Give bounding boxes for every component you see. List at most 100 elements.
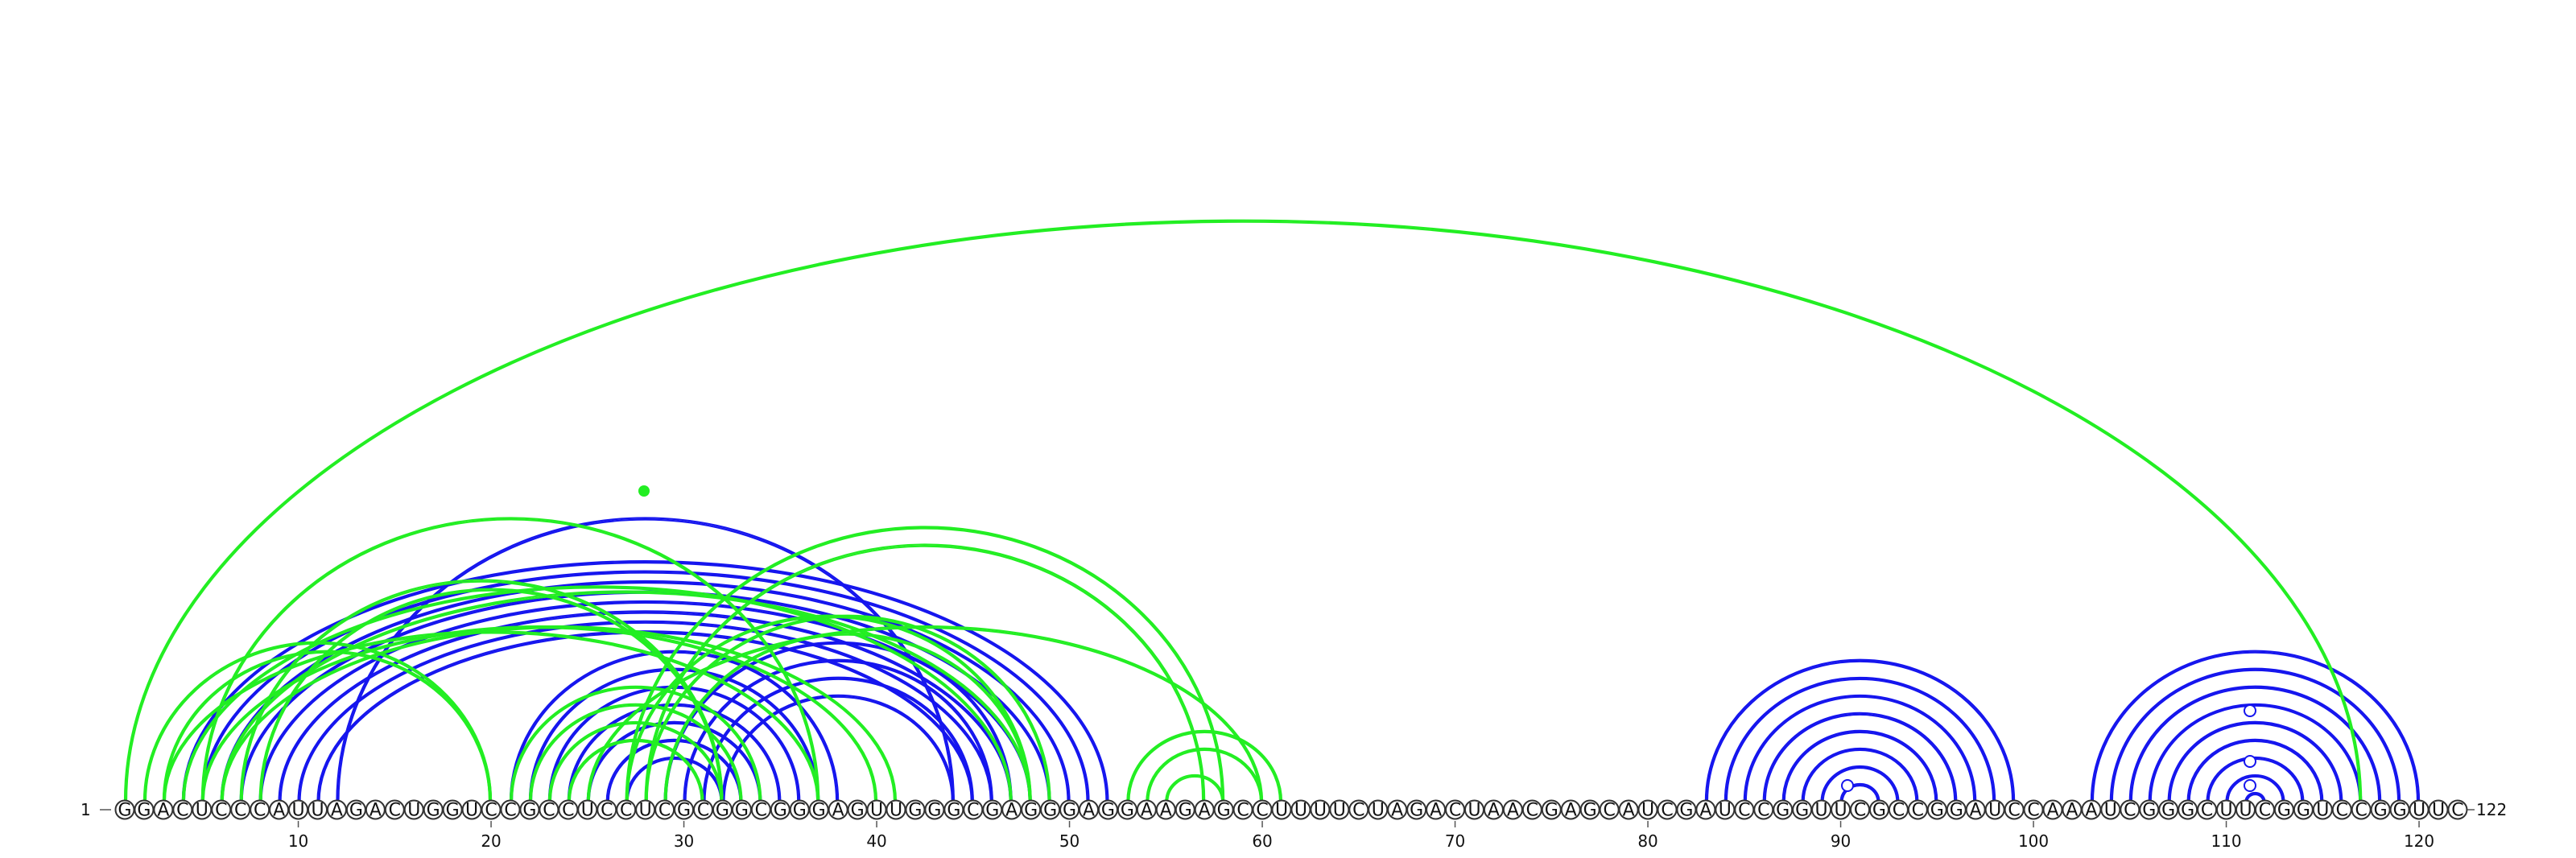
nucleotide-letter: G [2142,801,2156,821]
nucleotide: G [1213,799,1234,821]
nucleotide: C [654,799,675,821]
position-ticks: 10 20 30 40 50 60 70 80 90 100 110 120 [288,821,2434,851]
base-pair-arc-blue [1706,660,2014,802]
nucleotide: C [2004,799,2025,821]
base-pair-arc-blue [2186,738,2324,802]
nucleotide-letter: U [2432,801,2445,821]
nucleotide-letter: A [331,801,343,821]
nucleotide: U [2235,799,2256,821]
nucleotide-letter: C [176,801,188,821]
base-pair-arc-blue [588,722,761,802]
base-pair-arc-blue [1841,784,1879,802]
nucleotide-letter: U [2316,801,2329,821]
nucleotide-letter: C [2027,801,2039,821]
base-pair-arc-green [1128,731,1282,802]
nucleotide: C [384,799,405,821]
base-pair-arc-blue [723,695,953,802]
nucleotide: A [1483,799,1504,821]
nucleotide: U [577,799,598,821]
nucleotide: C [211,799,232,821]
nucleotide: C [500,799,521,821]
base-pair-arc-green [1165,773,1225,802]
base-pair-arc-green [625,614,1032,802]
tick-label: 50 [1059,831,1080,851]
nucleotide: G [1868,799,1889,821]
base-pair-arc-blue [567,703,782,802]
nucleotide: C [539,799,559,821]
nucleotide: U [635,799,656,821]
base-pair-arc-green [220,625,898,802]
nucleotide-letter: G [1545,801,1558,821]
nucleotide-letter: A [2085,801,2097,821]
nucleotide: A [269,799,290,821]
base-pair-arc-blue [2227,775,2284,802]
base-pair-arc-green [200,517,820,802]
nucleotide: G [1021,799,1042,821]
base-pair-arc-green [646,616,1050,802]
nucleotide: C [597,799,617,821]
nucleotide: C [1850,799,1870,821]
nucleotide: C [2197,799,2218,821]
nucleotide-letter: U [2239,801,2252,821]
base-pair-arc-green [220,590,1032,802]
nucleotide: G [1097,799,1118,821]
nucleotide-letter: G [2374,801,2388,821]
nucleotide: U [2100,799,2121,821]
base-pair-arc-blue [183,562,1108,802]
tick-label: 60 [1252,831,1272,851]
base-pair-arc-green [202,518,819,802]
nucleotide-letter: G [1795,801,1809,821]
nucleotide-letter: G [1950,801,1963,821]
nucleotide: C [1252,799,1273,821]
nucleotide-letter: C [2336,801,2348,821]
nucleotide-letter: A [1565,801,1577,821]
tick-label: 120 [2404,831,2434,851]
nucleotide-letter: G [1043,801,1057,821]
base-pair-arc-blue [278,610,1013,802]
apex-marker-green [638,485,650,497]
nucleotide: G [1676,799,1697,821]
nucleotide: C [481,799,502,821]
base-pair-arc-blue [1764,713,1956,802]
base-pair-arc-blue [200,570,1090,802]
nucleotide: C [1657,799,1678,821]
nucleotide: G [731,799,752,821]
nucleotide-letter: C [1256,801,1268,821]
base-pair-arc-green [530,704,741,802]
nucleotide: G [1117,799,1137,821]
nucleotide-letter: C [254,801,266,821]
nucleotide-letter: U [2104,801,2117,821]
base-pair-arc-blue [665,642,1011,802]
nucleotide: G [423,799,444,821]
nucleotide: A [2042,799,2063,821]
base-pair-arc-green [181,585,1013,802]
nucleotide: G [905,799,926,821]
nucleotide: A [153,799,174,821]
nucleotide-letter: C [755,801,767,821]
nucleotide-letter: C [1352,801,1364,821]
nucleotide-letter: G [793,801,807,821]
nucleotide-letter: U [1468,801,1480,821]
nucleotide: A [1426,799,1447,821]
nucleotide: A [828,799,848,821]
nucleotide-letter: C [215,801,227,821]
nucleotide-letter: U [1275,801,1288,821]
nucleotide: A [1001,799,1022,821]
nucleotide-letter: U [1372,801,1385,821]
nucleotide: G [1926,799,1947,821]
base-pair-arc-green [221,626,896,802]
base-pair-arc-green [586,625,1264,802]
tick-label: 20 [481,831,501,851]
nucleotide: G [982,799,1003,821]
nucleotide: G [134,799,155,821]
nucleotide-letter: C [543,801,555,821]
nucleotide-letter: C [389,801,401,821]
nucleotide: C [250,799,270,821]
nucleotide: G [2273,799,2294,821]
nucleotide-letter: G [2161,801,2175,821]
nucleotide: C [2331,799,2352,821]
nucleotide-letter: C [2124,801,2136,821]
nucleotide-letter: U [196,801,208,821]
nucleotide-letter: C [2201,801,2213,821]
